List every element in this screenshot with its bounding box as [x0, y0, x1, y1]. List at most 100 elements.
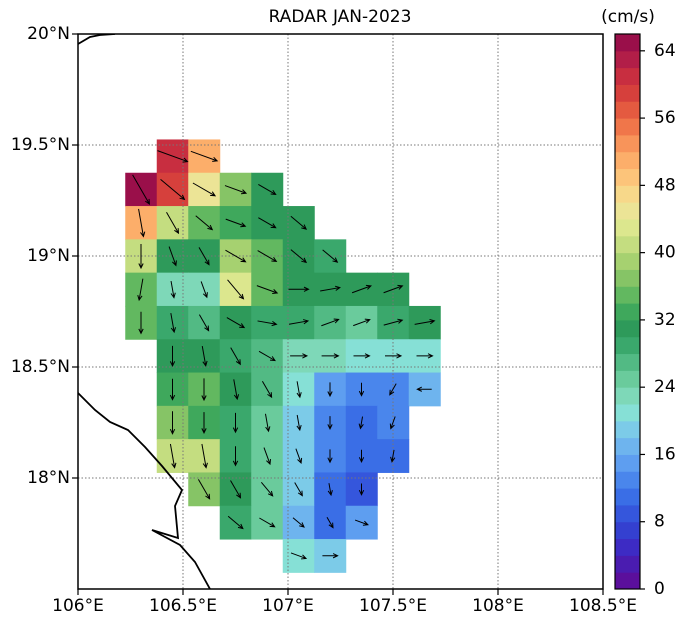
vector-arrow: [230, 480, 242, 499]
vector-arrow: [227, 279, 245, 300]
colorbar-swatch: [615, 353, 640, 371]
vector-arrow: [327, 382, 333, 398]
x-tick-label: 106.5°E: [149, 596, 217, 616]
vector-arrow: [264, 413, 271, 433]
colorbar-swatch: [615, 303, 640, 321]
vector-arrow: [296, 414, 302, 432]
colorbar-swatch: [615, 437, 640, 455]
vector-arrow: [169, 443, 177, 469]
vector-arrow: [260, 482, 274, 497]
vector-arrow: [358, 416, 364, 430]
colorbar-swatch: [615, 50, 640, 69]
vector-arrow: [138, 244, 144, 270]
vector-arrow: [132, 174, 150, 205]
colorbar-tick-label: 64: [654, 41, 676, 61]
vector-arrow: [321, 353, 340, 359]
vector-arrow: [157, 150, 189, 163]
colorbar-swatch: [615, 269, 640, 287]
colorbar-tick-label: 32: [654, 310, 676, 330]
colorbar-swatch: [615, 488, 640, 506]
vector-arrow: [257, 320, 278, 327]
vector-arrow: [321, 318, 340, 327]
colorbar-tick-label: 56: [654, 108, 676, 128]
colorbar-swatch: [615, 286, 640, 304]
colorbar-tick-label: 48: [654, 175, 676, 195]
colorbar-swatch: [615, 252, 640, 270]
colorbar-swatch: [615, 504, 640, 523]
plot-frame: [77, 33, 604, 590]
colorbar-swatch: [615, 387, 640, 405]
vector-arrow: [261, 380, 273, 399]
colorbar-swatch: [615, 555, 640, 573]
vector-arrow: [290, 552, 308, 560]
vector-arrow: [288, 286, 310, 292]
vector-arrow: [225, 218, 247, 228]
vector-arrow: [389, 416, 396, 430]
vector-arrow: [198, 247, 210, 266]
vector-arrow: [138, 208, 146, 238]
colorbar-swatch: [615, 319, 640, 338]
colorbar-swatch: [615, 538, 640, 556]
vector-arrow: [169, 345, 176, 368]
colorbar-swatch: [615, 404, 640, 422]
colorbar-tick-label: 24: [654, 377, 676, 397]
colorbar-swatch: [615, 151, 640, 170]
coastline: [78, 392, 211, 589]
x-tick-label: 107.5°E: [359, 596, 427, 616]
y-tick-label: 20°N: [27, 24, 70, 44]
colorbar-swatch: [615, 202, 640, 220]
vector-arrow: [351, 284, 372, 294]
vector-arrow: [257, 250, 278, 262]
vector-arrow: [166, 212, 180, 235]
vector-arrow: [192, 182, 217, 197]
vector-arrow: [414, 319, 436, 325]
vector-arrow: [385, 353, 403, 359]
vector-arrow: [224, 185, 248, 195]
colorbar-label: (cm/s): [601, 7, 655, 27]
y-tick-label: 18°N: [27, 468, 70, 488]
vector-arrow: [389, 383, 397, 396]
colorbar-tick-label: 0: [654, 579, 665, 599]
vector-arrow: [354, 519, 369, 526]
vector-arrow: [322, 553, 339, 559]
vector-arrow: [256, 285, 279, 294]
vector-arrow: [358, 382, 365, 397]
x-tick-label: 107°E: [262, 596, 314, 616]
arrows: [132, 150, 436, 560]
vector-arrow: [294, 482, 303, 497]
vector-arrow: [195, 215, 214, 231]
y-tick-label: 18.5°N: [11, 357, 70, 377]
colorbar-swatch: [615, 101, 640, 119]
vector-arrow: [198, 314, 210, 332]
colorbar-swatch: [615, 134, 640, 153]
vector-arrow: [258, 183, 277, 195]
colorbar-tick-label: 16: [654, 444, 676, 464]
vector-arrow: [232, 446, 239, 467]
vector-arrow: [170, 280, 176, 299]
colorbar-frame: [614, 33, 641, 590]
vector-arrow: [383, 284, 404, 294]
colorbar-swatch: [615, 34, 640, 52]
vector-arrow: [138, 311, 144, 335]
vector-arrow: [258, 350, 276, 362]
colorbar-swatch: [615, 67, 640, 85]
vector-arrow: [290, 249, 308, 264]
vector-arrow: [290, 353, 309, 359]
coastline: [78, 34, 116, 45]
colorbar-swatch: [615, 185, 640, 203]
vector-arrow: [170, 313, 177, 334]
vector-arrow: [322, 249, 339, 263]
vector-arrow: [258, 217, 277, 229]
vector-arrow: [201, 412, 207, 435]
colorbar-swatch: [615, 168, 640, 186]
vector-arrow: [197, 479, 211, 500]
x-tick-label: 108.5°E: [569, 596, 637, 616]
vector-arrow: [296, 381, 302, 399]
vector-arrow: [230, 347, 241, 366]
vector-arrow: [190, 150, 219, 162]
vector-arrow: [168, 246, 177, 267]
vector-arrow: [327, 449, 333, 464]
vector-arrow: [263, 447, 272, 466]
vector-arrow: [358, 483, 365, 496]
